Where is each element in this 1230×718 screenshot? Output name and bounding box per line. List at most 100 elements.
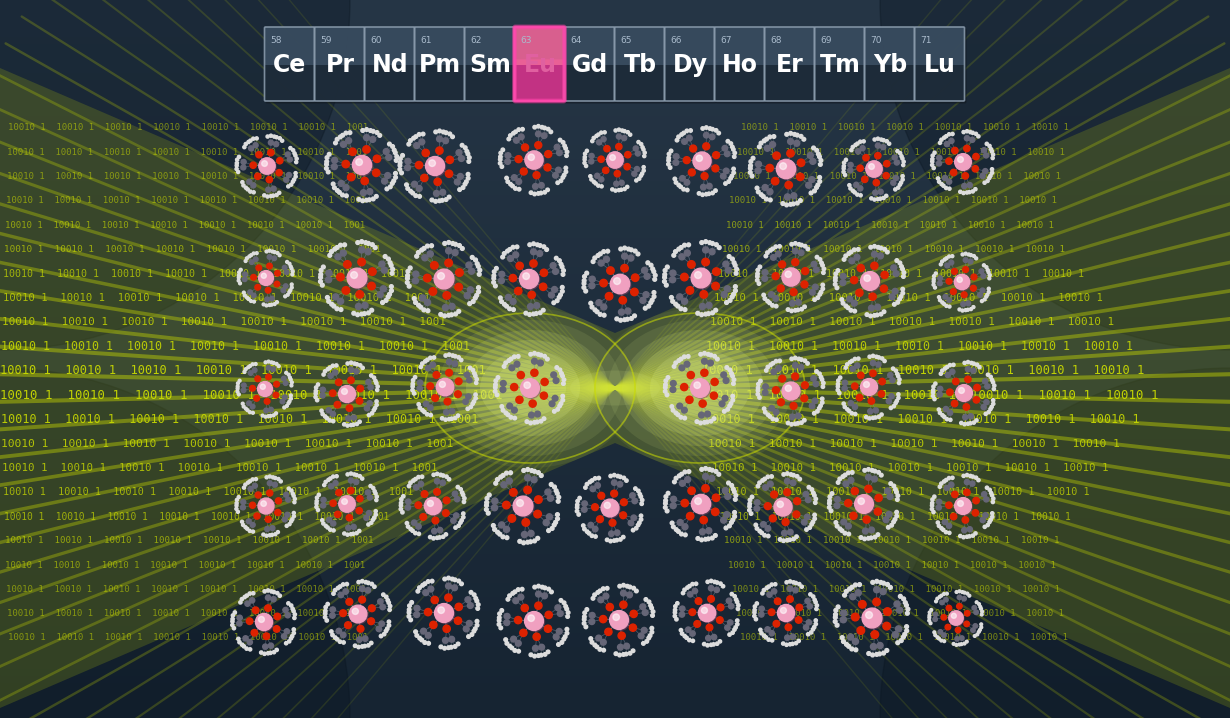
Circle shape [706, 580, 710, 584]
Circle shape [771, 362, 775, 365]
Circle shape [729, 372, 733, 376]
Circle shape [565, 607, 568, 611]
Circle shape [844, 174, 846, 177]
Circle shape [433, 372, 440, 378]
Circle shape [642, 267, 647, 274]
Circle shape [253, 257, 258, 261]
Circle shape [948, 363, 952, 367]
Circle shape [289, 394, 293, 397]
Circle shape [635, 589, 638, 593]
Circle shape [622, 129, 626, 133]
Circle shape [850, 149, 852, 151]
Circle shape [399, 161, 402, 164]
Circle shape [408, 190, 412, 193]
Circle shape [341, 134, 344, 137]
Circle shape [669, 296, 673, 299]
Circle shape [323, 615, 327, 619]
Circle shape [258, 158, 276, 174]
Circle shape [819, 404, 823, 408]
Circle shape [676, 403, 683, 409]
Circle shape [899, 265, 903, 269]
Circle shape [980, 518, 985, 523]
Circle shape [847, 409, 851, 413]
Circle shape [946, 605, 952, 611]
Circle shape [454, 179, 460, 185]
Circle shape [875, 304, 881, 310]
Circle shape [721, 292, 727, 297]
Text: 68: 68 [770, 36, 781, 45]
Circle shape [499, 151, 503, 155]
Circle shape [812, 398, 818, 404]
Circle shape [240, 597, 244, 601]
Circle shape [239, 379, 241, 382]
Circle shape [792, 581, 795, 584]
Circle shape [733, 595, 737, 598]
Text: 10010 1  10010 1  10010 1  10010 1  10010 1  10010 1  10010 1: 10010 1 10010 1 10010 1 10010 1 10010 1 … [740, 633, 1068, 643]
Circle shape [946, 158, 952, 164]
Circle shape [331, 182, 335, 186]
Circle shape [860, 146, 865, 151]
Circle shape [974, 187, 977, 191]
Circle shape [781, 642, 785, 645]
Circle shape [886, 251, 889, 254]
Text: 10010 1  10010 1  10010 1  10010 1  10010 1  10010 1  10010 1  1001: 10010 1 10010 1 10010 1 10010 1 10010 1 … [2, 463, 438, 473]
Circle shape [280, 399, 284, 404]
Circle shape [749, 164, 753, 167]
Circle shape [652, 294, 656, 299]
Circle shape [429, 414, 433, 416]
Circle shape [535, 420, 539, 424]
Circle shape [319, 269, 323, 272]
Circle shape [362, 366, 364, 370]
Circle shape [439, 473, 443, 477]
Circle shape [522, 518, 530, 526]
Circle shape [387, 620, 391, 623]
Circle shape [942, 136, 946, 139]
Circle shape [700, 605, 717, 623]
Circle shape [726, 598, 732, 603]
Circle shape [499, 300, 503, 304]
Circle shape [688, 371, 695, 378]
Circle shape [438, 536, 442, 539]
Circle shape [984, 400, 989, 405]
Circle shape [664, 379, 668, 383]
Circle shape [290, 381, 293, 384]
Circle shape [423, 640, 427, 644]
Circle shape [859, 498, 865, 505]
Circle shape [438, 199, 442, 202]
Text: Pr: Pr [326, 53, 354, 78]
Circle shape [959, 636, 964, 640]
Circle shape [732, 292, 736, 297]
Circle shape [422, 308, 426, 312]
Circle shape [561, 394, 565, 398]
Circle shape [846, 306, 850, 309]
Circle shape [590, 305, 594, 309]
Circle shape [648, 634, 652, 638]
Circle shape [358, 529, 360, 533]
Circle shape [619, 309, 625, 315]
Circle shape [360, 240, 364, 243]
Circle shape [477, 272, 481, 276]
Circle shape [763, 270, 768, 275]
Circle shape [867, 409, 873, 414]
Circle shape [600, 131, 603, 134]
Circle shape [792, 373, 798, 380]
Circle shape [763, 390, 768, 396]
Circle shape [590, 640, 594, 644]
Circle shape [611, 276, 631, 295]
Circle shape [679, 357, 683, 360]
Circle shape [862, 608, 882, 628]
Circle shape [770, 639, 774, 642]
Circle shape [493, 386, 497, 389]
Circle shape [439, 312, 443, 317]
Circle shape [241, 523, 245, 526]
Circle shape [435, 472, 439, 475]
Circle shape [732, 167, 736, 171]
Circle shape [533, 184, 539, 189]
Circle shape [407, 142, 411, 146]
Circle shape [786, 472, 790, 475]
Circle shape [325, 619, 328, 623]
FancyBboxPatch shape [364, 27, 415, 65]
Text: Ce: Ce [273, 53, 306, 78]
Circle shape [271, 533, 273, 536]
Circle shape [583, 617, 585, 621]
